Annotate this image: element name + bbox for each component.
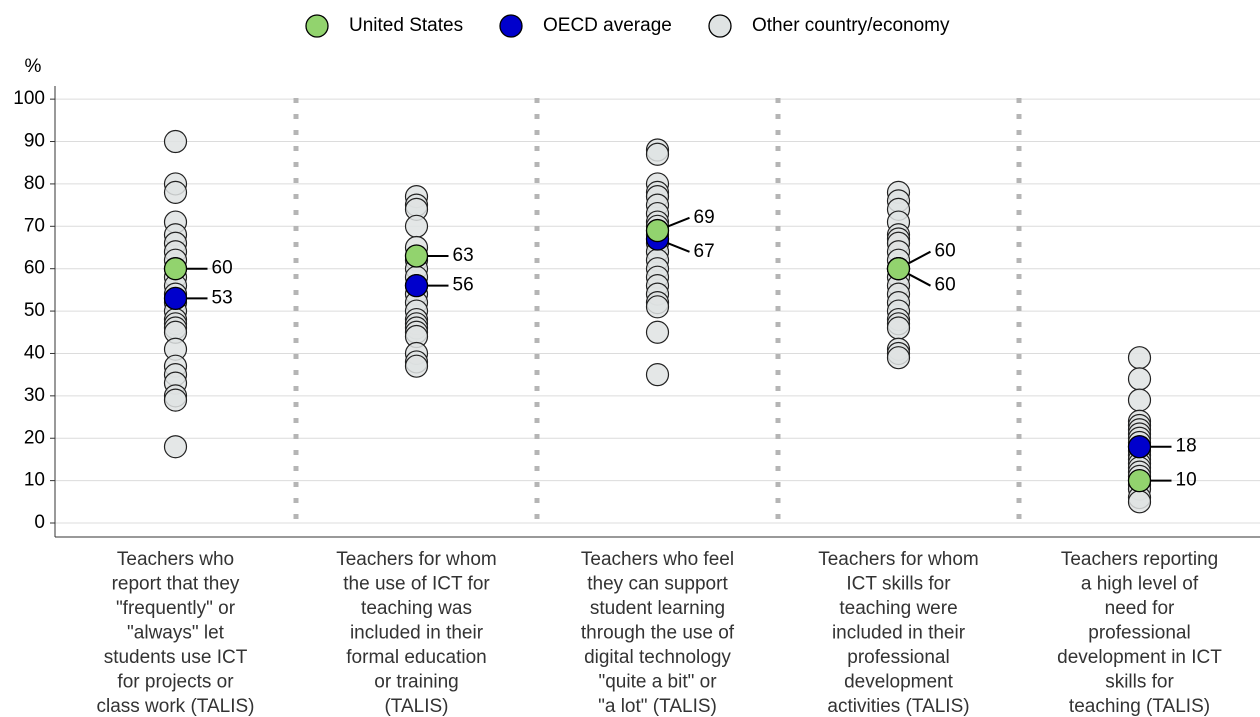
other-dot <box>1127 490 1152 514</box>
data-label: 60 <box>935 241 956 262</box>
us-dot <box>1127 468 1152 493</box>
legend-swatch <box>499 14 523 38</box>
y-tick-label: 40 <box>24 342 45 363</box>
other-dot <box>1127 346 1152 370</box>
legend-swatch <box>708 14 732 38</box>
y-tick-label: 80 <box>24 173 45 194</box>
y-tick-label: 100 <box>13 88 45 109</box>
x-tick-label: "a lot" (TALIS) <box>598 696 717 717</box>
x-tick-label: skills for <box>1105 672 1174 693</box>
data-label: 18 <box>1176 436 1197 457</box>
y-tick-label: 90 <box>24 131 45 152</box>
x-tick-label: "always" let <box>127 623 225 644</box>
legend-swatch <box>305 14 329 38</box>
other-dot <box>404 354 429 378</box>
y-tick-label: 50 <box>24 300 45 321</box>
other-dot <box>163 129 188 154</box>
x-tick-label: they can support <box>587 574 728 595</box>
x-tick-label: report that they <box>112 574 240 595</box>
x-tick-label: ICT skills for <box>846 574 951 595</box>
data-label: 10 <box>1176 470 1197 491</box>
us-dot <box>163 257 188 281</box>
x-tick-label: (TALIS) <box>384 696 448 717</box>
y-tick-label: 30 <box>24 385 45 406</box>
data-label: 69 <box>694 207 715 228</box>
x-tick-label: teaching was <box>361 598 472 619</box>
x-tick-label: Teachers who feel <box>581 549 734 570</box>
x-tick-label: class work (TALIS) <box>96 696 254 717</box>
x-tick-label: included in their <box>832 623 966 644</box>
data-label: 63 <box>453 245 474 266</box>
us-dot <box>886 257 911 281</box>
x-tick-label: for projects or <box>117 672 234 693</box>
other-dot <box>886 346 911 370</box>
x-tick-label: Teachers reporting <box>1061 549 1218 570</box>
other-dot <box>645 363 670 387</box>
oecd-dot <box>404 273 429 298</box>
y-tick-label: 10 <box>24 470 45 491</box>
x-tick-label: need for <box>1105 598 1175 619</box>
y-axis-label: % <box>25 56 42 77</box>
legend-label: United States <box>349 15 463 36</box>
legend-label: Other country/economy <box>752 15 950 36</box>
us-dot <box>645 218 670 243</box>
x-tick-label: Teachers who <box>117 549 234 570</box>
data-label: 60 <box>935 275 956 296</box>
us-dot <box>404 244 429 268</box>
data-label: 67 <box>694 241 715 262</box>
x-tick-label: formal education <box>346 647 486 668</box>
other-dot <box>404 214 429 238</box>
other-dot <box>886 316 911 340</box>
x-tick-label: teaching (TALIS) <box>1069 696 1210 717</box>
x-tick-label: professional <box>1088 623 1190 644</box>
oecd-dot <box>1127 435 1152 459</box>
other-dot <box>163 435 188 459</box>
x-tick-label: teaching were <box>839 598 957 619</box>
y-tick-label: 70 <box>24 215 45 236</box>
other-dot <box>163 388 188 412</box>
x-tick-label: development in ICT <box>1057 647 1222 668</box>
oecd-dot <box>163 286 188 311</box>
data-label: 60 <box>212 258 233 279</box>
x-tick-label: development <box>844 672 954 693</box>
legend-label: OECD average <box>543 15 672 36</box>
x-tick-label: student learning <box>590 598 725 619</box>
x-tick-label: students use ICT <box>104 647 248 668</box>
other-dot <box>1127 388 1152 412</box>
y-tick-label: 20 <box>24 427 45 448</box>
x-tick-label: activities (TALIS) <box>827 696 969 717</box>
other-dot <box>645 142 670 166</box>
other-dot <box>645 295 670 319</box>
x-tick-label: "frequently" or <box>116 598 236 619</box>
x-tick-label: Teachers for whom <box>818 549 979 570</box>
data-label: 56 <box>453 275 474 296</box>
x-tick-label: included in their <box>350 623 484 644</box>
other-dot <box>645 320 670 344</box>
x-tick-label: or training <box>374 672 459 693</box>
x-tick-label: through the use of <box>581 623 735 644</box>
x-tick-label: professional <box>847 647 949 668</box>
y-tick-label: 60 <box>24 258 45 279</box>
data-label: 53 <box>212 287 233 308</box>
y-tick-label: 0 <box>34 512 45 533</box>
x-tick-label: digital technology <box>584 647 731 668</box>
x-tick-label: a high level of <box>1081 574 1199 595</box>
other-dot <box>1127 367 1152 391</box>
x-tick-label: the use of ICT for <box>343 574 490 595</box>
x-tick-label: "quite a bit" or <box>598 672 717 693</box>
other-dot <box>163 180 188 204</box>
x-tick-label: Teachers for whom <box>336 549 497 570</box>
